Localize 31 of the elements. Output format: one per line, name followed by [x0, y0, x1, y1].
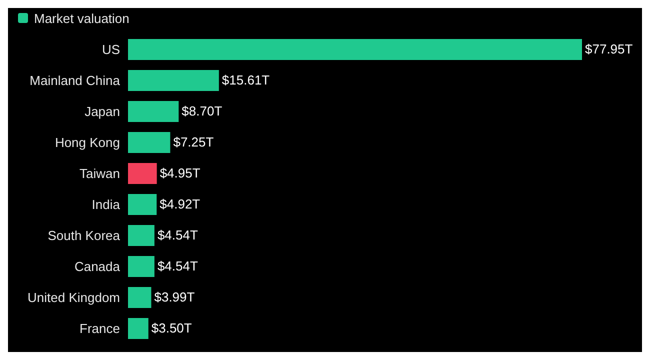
data-label: $3.50T — [151, 320, 192, 336]
bar — [128, 132, 170, 153]
y-tick-label: Taiwan — [80, 166, 120, 182]
bar — [128, 163, 157, 184]
y-tick-label: Canada — [74, 259, 121, 274]
data-label: $4.54T — [157, 228, 198, 242]
data-label: $4.54T — [157, 258, 198, 274]
y-tick-label: US — [102, 42, 120, 58]
bar — [128, 256, 154, 277]
y-tick-label: Hong Kong — [54, 135, 120, 150]
data-label: $8.70T — [182, 104, 222, 118]
bar — [128, 225, 154, 246]
y-tick-label: France — [80, 321, 120, 336]
bar — [128, 194, 157, 215]
data-label: $77.95T — [585, 42, 633, 56]
y-tick-label: United Kingdom — [28, 290, 120, 306]
y-tick-label: Mainland China — [30, 73, 121, 88]
bar — [128, 287, 152, 308]
data-label: $4.92T — [160, 196, 200, 212]
bar — [128, 318, 148, 339]
data-label: $4.95T — [160, 166, 200, 180]
y-tick-label: India — [92, 197, 121, 212]
bar — [128, 39, 582, 60]
data-label: $3.99T — [154, 290, 195, 304]
data-label: $7.25T — [173, 134, 214, 150]
y-tick-label: South Korea — [48, 228, 121, 244]
bar — [128, 101, 179, 122]
legend-label: Market valuation — [34, 10, 130, 26]
bar — [128, 70, 219, 91]
y-tick-label: Japan — [84, 104, 120, 120]
data-label: $15.61T — [222, 72, 270, 88]
